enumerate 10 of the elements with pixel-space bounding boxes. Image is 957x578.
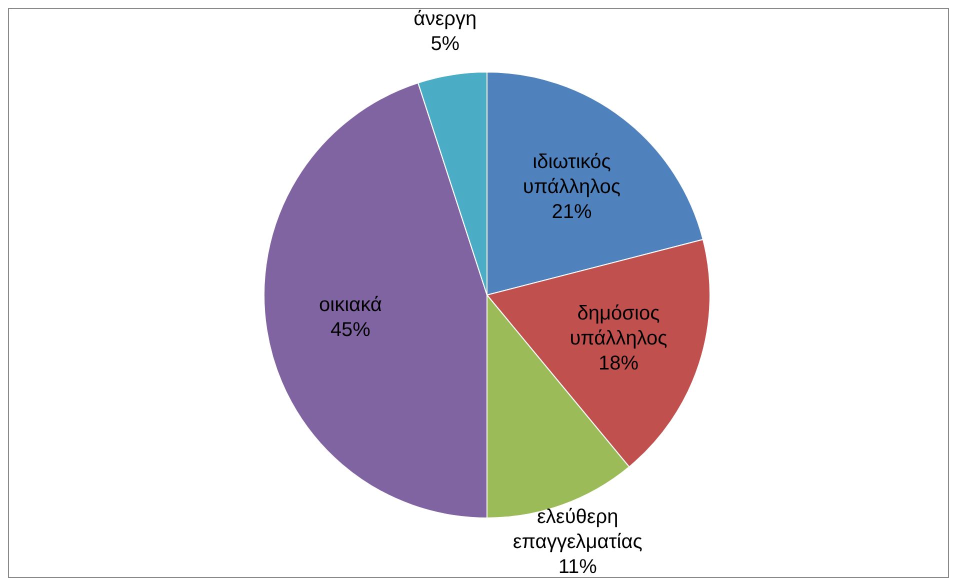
data-label: 5% — [430, 33, 460, 56]
slice-label: άνεργη — [414, 8, 477, 30]
data-label: 11% — [558, 556, 598, 578]
data-label: 18% — [598, 352, 639, 375]
slice-label: δημόσιος υπάλληλος — [570, 302, 668, 350]
data-label: 45% — [330, 319, 371, 342]
slice-label: ελεύθερη επαγγελματίας — [512, 506, 643, 553]
slice-label: ιδιωτικός υπάλληλος — [522, 150, 621, 198]
data-label: 21% — [552, 200, 592, 223]
slice-label: οικιακά — [318, 294, 382, 316]
